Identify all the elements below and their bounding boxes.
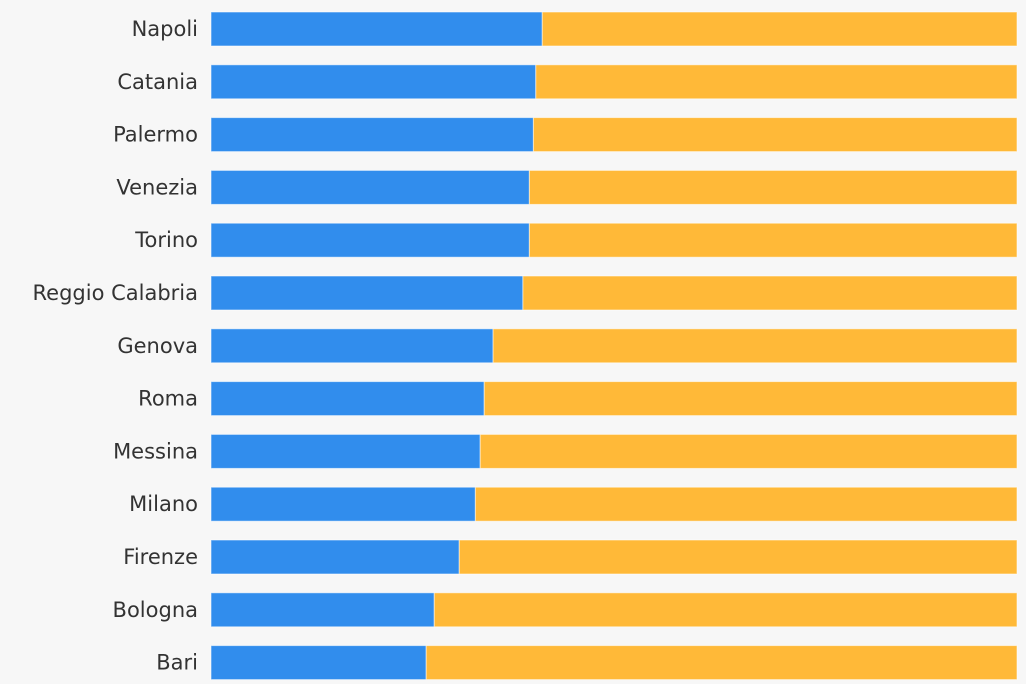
category-label-firenze: Firenze (123, 545, 198, 569)
bar-segment-messina-series-1 (210, 433, 481, 469)
bar-segment-napoli-series-2 (541, 11, 1018, 47)
category-label-venezia: Venezia (116, 175, 198, 199)
category-labels: Napoli Catania Palermo Venezia Torino Reggio … (33, 17, 199, 675)
bar-segment-roma-series-1 (210, 381, 485, 417)
bar-segment-bologna-series-2 (433, 592, 1018, 628)
bar-segment-palermo-series-2 (532, 117, 1018, 153)
bar-segment-catania-series-2 (535, 64, 1018, 100)
bar-segment-reggio-calabria-series-2 (522, 275, 1018, 311)
bar-segment-genova-series-2 (492, 328, 1018, 364)
category-label-milano: Milano (129, 492, 198, 516)
category-label-messina: Messina (113, 439, 198, 463)
bar-segment-bari-series-2 (425, 645, 1018, 681)
bar-segment-catania-series-1 (210, 64, 537, 100)
bar-segment-messina-series-2 (479, 433, 1018, 469)
category-label-roma: Roma (138, 387, 198, 411)
bar-segment-bari-series-1 (210, 645, 427, 681)
category-label-napoli: Napoli (132, 17, 198, 41)
bar-segment-genova-series-1 (210, 328, 494, 364)
bar-segment-milano-series-1 (210, 486, 476, 522)
category-label-bologna: Bologna (113, 598, 198, 622)
category-label-bari: Bari (156, 651, 198, 675)
bar-segment-napoli-series-1 (210, 11, 543, 47)
bar-segment-torino-series-2 (528, 222, 1018, 258)
bar-segment-reggio-calabria-series-1 (210, 275, 524, 311)
bar-segment-venezia-series-1 (210, 169, 530, 205)
bar-segment-firenze-series-2 (458, 539, 1018, 575)
category-label-genova: Genova (117, 334, 198, 358)
category-label-palermo: Palermo (113, 123, 198, 147)
category-label-torino: Torino (134, 228, 198, 252)
bar-segment-bologna-series-1 (210, 592, 435, 628)
bar-segment-roma-series-2 (483, 381, 1018, 417)
bar-segment-firenze-series-1 (210, 539, 460, 575)
bars (210, 11, 1018, 681)
bar-segment-venezia-series-2 (528, 169, 1018, 205)
bar-segment-palermo-series-1 (210, 117, 534, 153)
bar-segment-torino-series-1 (210, 222, 530, 258)
category-label-reggio-calabria: Reggio Calabria (33, 281, 199, 305)
bar-segment-milano-series-2 (474, 486, 1018, 522)
category-label-catania: Catania (117, 70, 198, 94)
